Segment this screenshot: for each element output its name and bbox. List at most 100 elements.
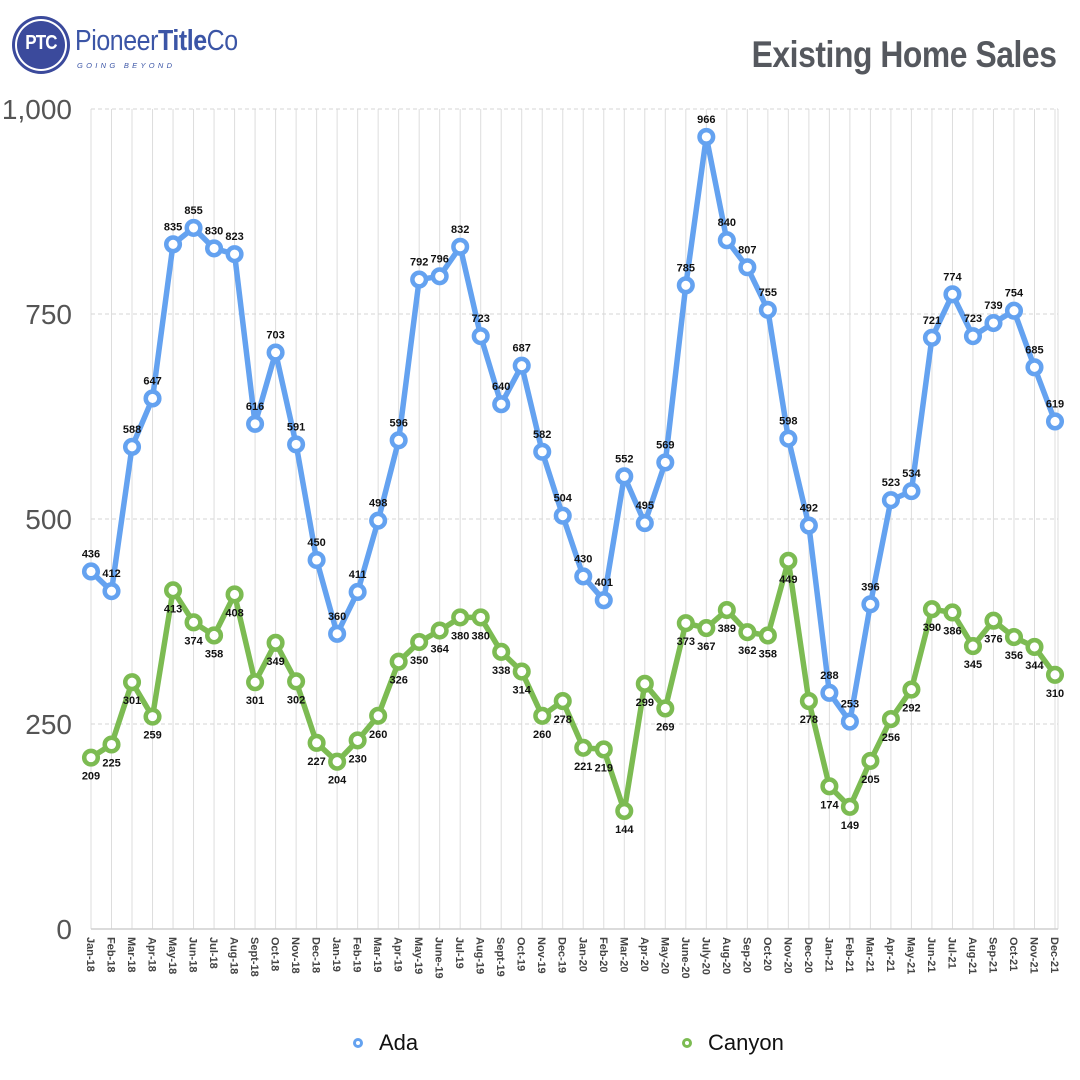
data-point-ada[interactable] bbox=[451, 237, 470, 256]
data-point-ada[interactable] bbox=[922, 328, 941, 347]
data-point-ada[interactable] bbox=[656, 453, 675, 472]
data-point-ada[interactable] bbox=[512, 356, 531, 375]
data-point-ada[interactable] bbox=[635, 514, 654, 533]
data-point-canyon[interactable] bbox=[430, 621, 449, 640]
data-point-canyon[interactable] bbox=[533, 706, 552, 725]
data-point-canyon[interactable] bbox=[389, 652, 408, 671]
data-point-canyon[interactable] bbox=[984, 611, 1003, 630]
data-point-ada[interactable] bbox=[266, 343, 285, 362]
data-point-canyon[interactable] bbox=[266, 633, 285, 652]
data-point-canyon[interactable] bbox=[143, 707, 162, 726]
data-point-canyon[interactable] bbox=[676, 614, 695, 633]
data-point-ada[interactable] bbox=[738, 258, 757, 277]
data-point-canyon[interactable] bbox=[451, 608, 470, 627]
data-point-canyon[interactable] bbox=[902, 680, 921, 699]
data-point-ada[interactable] bbox=[799, 516, 818, 535]
data-point-ada[interactable] bbox=[389, 431, 408, 450]
data-point-ada[interactable] bbox=[779, 429, 798, 448]
data-point-ada[interactable] bbox=[984, 313, 1003, 333]
data-point-ada[interactable] bbox=[533, 442, 552, 461]
data-point-canyon[interactable] bbox=[861, 751, 880, 770]
data-point-ada[interactable] bbox=[861, 595, 880, 614]
data-point-canyon[interactable] bbox=[492, 642, 511, 661]
data-point-canyon[interactable] bbox=[574, 738, 593, 757]
data-point-canyon[interactable] bbox=[307, 733, 326, 752]
data-point-ada[interactable] bbox=[369, 511, 388, 530]
data-point-ada[interactable] bbox=[1045, 412, 1065, 431]
data-point-ada[interactable] bbox=[615, 467, 634, 486]
data-point-canyon[interactable] bbox=[122, 673, 142, 692]
data-point-canyon[interactable] bbox=[184, 613, 203, 632]
data-point-canyon[interactable] bbox=[799, 691, 818, 711]
data-point-canyon[interactable] bbox=[410, 632, 429, 652]
data-point-canyon[interactable] bbox=[656, 699, 675, 718]
data-point-canyon[interactable] bbox=[369, 706, 388, 725]
data-point-canyon[interactable] bbox=[820, 777, 839, 796]
data-point-canyon[interactable] bbox=[594, 740, 613, 759]
data-point-ada[interactable] bbox=[143, 389, 162, 408]
data-point-ada[interactable] bbox=[594, 591, 613, 610]
data-point-ada[interactable] bbox=[122, 437, 142, 456]
data-point-canyon[interactable] bbox=[840, 797, 859, 816]
data-point-canyon[interactable] bbox=[553, 691, 572, 711]
data-point-ada[interactable] bbox=[820, 683, 839, 702]
data-point-ada[interactable] bbox=[963, 327, 983, 346]
data-point-canyon[interactable] bbox=[963, 637, 983, 656]
data-point-ada[interactable] bbox=[553, 506, 572, 525]
data-point-ada[interactable] bbox=[881, 491, 900, 510]
data-point-ada[interactable] bbox=[246, 414, 265, 433]
data-point-ada[interactable] bbox=[676, 276, 695, 295]
data-point-canyon[interactable] bbox=[205, 626, 224, 645]
data-point-ada[interactable] bbox=[205, 239, 224, 258]
legend-item-ada[interactable]: Ada bbox=[353, 1030, 418, 1056]
data-point-canyon[interactable] bbox=[922, 600, 941, 619]
data-point-canyon[interactable] bbox=[225, 585, 244, 604]
data-label-canyon: 144 bbox=[615, 824, 634, 836]
data-point-ada[interactable] bbox=[163, 235, 183, 254]
data-point-canyon[interactable] bbox=[1045, 665, 1065, 684]
data-point-canyon[interactable] bbox=[697, 619, 716, 638]
data-point-canyon[interactable] bbox=[348, 731, 367, 750]
data-point-canyon[interactable] bbox=[512, 662, 531, 681]
data-point-canyon[interactable] bbox=[881, 710, 900, 729]
data-point-ada[interactable] bbox=[1004, 301, 1024, 320]
data-point-ada[interactable] bbox=[81, 562, 101, 581]
data-point-canyon[interactable] bbox=[163, 581, 183, 600]
data-point-ada[interactable] bbox=[471, 327, 490, 346]
data-point-ada[interactable] bbox=[430, 267, 449, 286]
data-point-canyon[interactable] bbox=[81, 748, 101, 767]
data-point-ada[interactable] bbox=[225, 245, 244, 264]
data-point-ada[interactable] bbox=[492, 395, 511, 414]
legend-item-canyon[interactable]: Canyon bbox=[682, 1030, 784, 1056]
data-point-ada[interactable] bbox=[102, 582, 121, 601]
data-point-ada[interactable] bbox=[717, 231, 736, 250]
data-point-ada[interactable] bbox=[758, 300, 777, 319]
data-point-ada[interactable] bbox=[287, 435, 306, 454]
data-point-ada[interactable] bbox=[902, 482, 921, 501]
data-point-canyon[interactable] bbox=[246, 673, 265, 692]
data-point-canyon[interactable] bbox=[328, 752, 347, 771]
data-point-canyon[interactable] bbox=[738, 623, 757, 642]
data-point-ada[interactable] bbox=[1025, 358, 1044, 377]
data-point-ada[interactable] bbox=[840, 712, 859, 731]
data-point-canyon[interactable] bbox=[471, 608, 490, 627]
data-point-canyon[interactable] bbox=[102, 735, 121, 754]
data-point-ada[interactable] bbox=[574, 567, 593, 586]
data-point-ada[interactable] bbox=[184, 218, 203, 237]
data-point-ada[interactable] bbox=[410, 270, 429, 289]
data-point-ada[interactable] bbox=[943, 285, 962, 304]
data-point-canyon[interactable] bbox=[1025, 637, 1044, 656]
data-point-canyon[interactable] bbox=[758, 626, 777, 645]
data-point-canyon[interactable] bbox=[943, 603, 962, 622]
data-point-canyon[interactable] bbox=[615, 801, 634, 820]
data-point-ada[interactable] bbox=[348, 582, 367, 602]
data-point-canyon[interactable] bbox=[1004, 628, 1024, 647]
data-label-canyon: 205 bbox=[861, 774, 879, 786]
data-point-ada[interactable] bbox=[307, 550, 326, 570]
data-point-canyon[interactable] bbox=[717, 600, 736, 620]
data-point-ada[interactable] bbox=[697, 127, 716, 146]
data-point-ada[interactable] bbox=[328, 624, 347, 643]
data-point-canyon[interactable] bbox=[779, 551, 798, 570]
data-point-canyon[interactable] bbox=[635, 674, 654, 693]
data-point-canyon[interactable] bbox=[287, 672, 306, 691]
